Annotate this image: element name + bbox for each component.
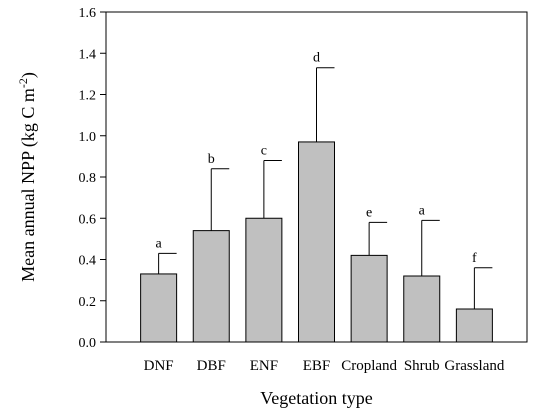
y-tick-label: 1.2 bbox=[79, 89, 97, 104]
y-tick-label: 1.6 bbox=[79, 6, 97, 21]
bar-grassland bbox=[455, 308, 493, 343]
significance-letter: a bbox=[419, 203, 426, 218]
bar-ebf bbox=[298, 141, 335, 343]
bar-enf bbox=[245, 217, 283, 343]
y-tick-label: 1.4 bbox=[79, 47, 97, 62]
x-tick-label: DNF bbox=[144, 358, 174, 374]
x-tick-label: ENF bbox=[250, 358, 278, 374]
y-axis-ticks: 0.0 0.2 0.4 0.6 0.8 1.0 1.2 1.4 1.6 bbox=[79, 6, 106, 351]
significance-letters: a b c d e a f bbox=[156, 51, 478, 266]
y-axis-title-main: Mean annual NPP (kg C m bbox=[18, 88, 39, 282]
y-axis-title: Mean annual NPP (kg C m-2) bbox=[16, 72, 39, 282]
y-tick-label: 0.2 bbox=[79, 295, 97, 310]
bar-dbf bbox=[192, 230, 230, 343]
y-tick-label: 0.0 bbox=[79, 336, 97, 351]
y-axis-title-suffix: ) bbox=[18, 72, 39, 78]
y-tick-label: 1.0 bbox=[79, 130, 97, 145]
y-tick-label: 0.6 bbox=[79, 212, 97, 227]
bar-dnf bbox=[140, 273, 178, 343]
bar-cropland bbox=[350, 254, 388, 343]
significance-letter: c bbox=[261, 144, 267, 159]
x-tick-label: Shrub bbox=[404, 358, 440, 374]
y-tick-label: 0.4 bbox=[79, 254, 97, 269]
y-axis-title-superscript: -2 bbox=[16, 78, 30, 88]
x-tick-label: DBF bbox=[197, 358, 226, 374]
significance-letter: f bbox=[472, 251, 477, 266]
x-axis-title: Vegetation type bbox=[260, 388, 372, 408]
x-tick-label: Grassland bbox=[444, 358, 504, 374]
significance-letter: d bbox=[313, 51, 320, 66]
significance-letter: b bbox=[208, 152, 215, 167]
bar-shrub bbox=[403, 275, 441, 343]
plot-frame bbox=[105, 11, 528, 343]
significance-letter: a bbox=[156, 236, 163, 251]
y-tick-label: 0.8 bbox=[79, 171, 97, 186]
x-axis-tick-labels: DNF DBF ENF EBF Cropland Shrub Grassland bbox=[144, 358, 505, 374]
error-bars bbox=[158, 67, 493, 309]
x-tick-label: EBF bbox=[303, 358, 331, 374]
x-tick-label: Cropland bbox=[341, 358, 397, 374]
bars bbox=[140, 141, 493, 343]
significance-letter: e bbox=[366, 205, 372, 220]
